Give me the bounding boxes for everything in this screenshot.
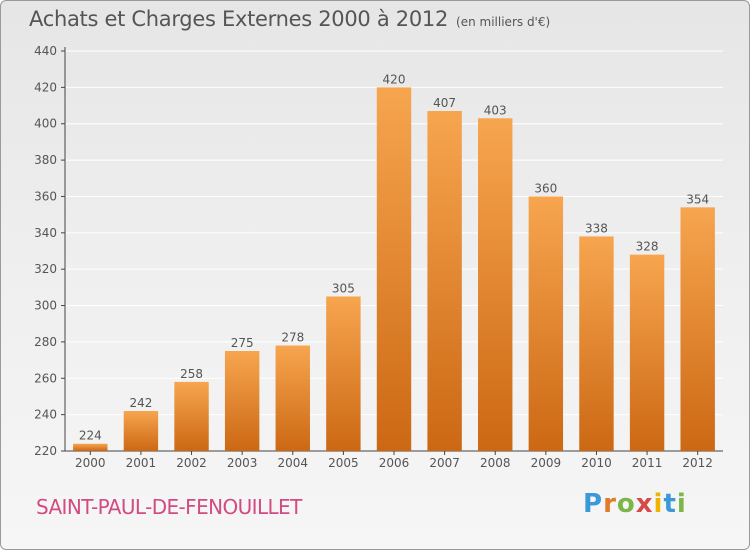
logo-letter: o (616, 489, 636, 519)
y-tick-label: 240 (34, 408, 57, 422)
x-tick-label: 2001 (126, 456, 157, 470)
bar-value-label: 360 (534, 181, 557, 195)
bar (528, 196, 564, 451)
y-tick-label: 220 (34, 444, 57, 458)
y-tick-label: 400 (34, 117, 57, 131)
x-tick-label: 2004 (277, 456, 308, 470)
logo-letter: x (635, 489, 654, 519)
bar (123, 411, 159, 451)
bar (73, 443, 108, 451)
bar-value-label: 224 (79, 429, 102, 443)
bar (427, 111, 462, 451)
bar (680, 207, 715, 451)
bar-value-label: 328 (636, 240, 659, 254)
x-tick-label: 2012 (682, 456, 713, 470)
bar-value-label: 338 (585, 221, 608, 235)
bar-value-label: 407 (433, 96, 456, 110)
bar (224, 351, 260, 451)
logo-letter: r (603, 489, 617, 519)
y-tick-label: 260 (34, 371, 57, 385)
bar-value-label: 420 (383, 72, 406, 86)
bar-value-label: 242 (129, 396, 152, 410)
x-tick-label: 2009 (531, 456, 562, 470)
logo-letter: i (676, 489, 687, 519)
logo-letter: i (653, 489, 664, 519)
chart-subtitle: (en milliers d'€) (456, 15, 551, 29)
x-tick-label: 2007 (429, 456, 460, 470)
chart-title: Achats et Charges Externes 2000 à 2012 (29, 7, 449, 31)
x-tick-label: 2005 (328, 456, 359, 470)
x-tick-label: 2011 (632, 456, 663, 470)
y-tick-label: 380 (34, 153, 57, 167)
bar (579, 236, 614, 451)
x-tick-label: 2008 (480, 456, 511, 470)
x-tick-label: 2003 (227, 456, 258, 470)
y-tick-label: 440 (34, 44, 57, 58)
y-tick-label: 420 (34, 80, 57, 94)
bar (275, 345, 310, 451)
chart-header: Achats et Charges Externes 2000 à 2012 (e… (29, 7, 550, 31)
y-tick-label: 340 (34, 226, 57, 240)
x-tick-label: 2006 (379, 456, 410, 470)
location-label: SAINT-PAUL-DE-FENOUILLET (36, 495, 302, 519)
proxiti-logo: Proxiti (583, 489, 687, 519)
bar (174, 381, 209, 451)
y-tick-label: 360 (34, 189, 57, 203)
bar-value-label: 305 (332, 281, 355, 295)
bar-value-label: 275 (231, 336, 254, 350)
logo-letter: P (583, 489, 604, 519)
y-tick-label: 280 (34, 335, 57, 349)
bar (326, 296, 361, 451)
y-tick-label: 320 (34, 262, 57, 276)
bar-value-label: 258 (180, 367, 203, 381)
bar-value-label: 278 (281, 331, 304, 345)
y-tick-label: 300 (34, 299, 57, 313)
x-tick-label: 2002 (176, 456, 207, 470)
bar (629, 254, 665, 451)
bar (376, 87, 412, 451)
logo-letter: t (663, 489, 677, 519)
x-tick-label: 2000 (75, 456, 106, 470)
bar-value-label: 403 (484, 103, 507, 117)
bar-value-label: 354 (686, 192, 709, 206)
x-tick-label: 2010 (581, 456, 612, 470)
bar (478, 118, 513, 451)
